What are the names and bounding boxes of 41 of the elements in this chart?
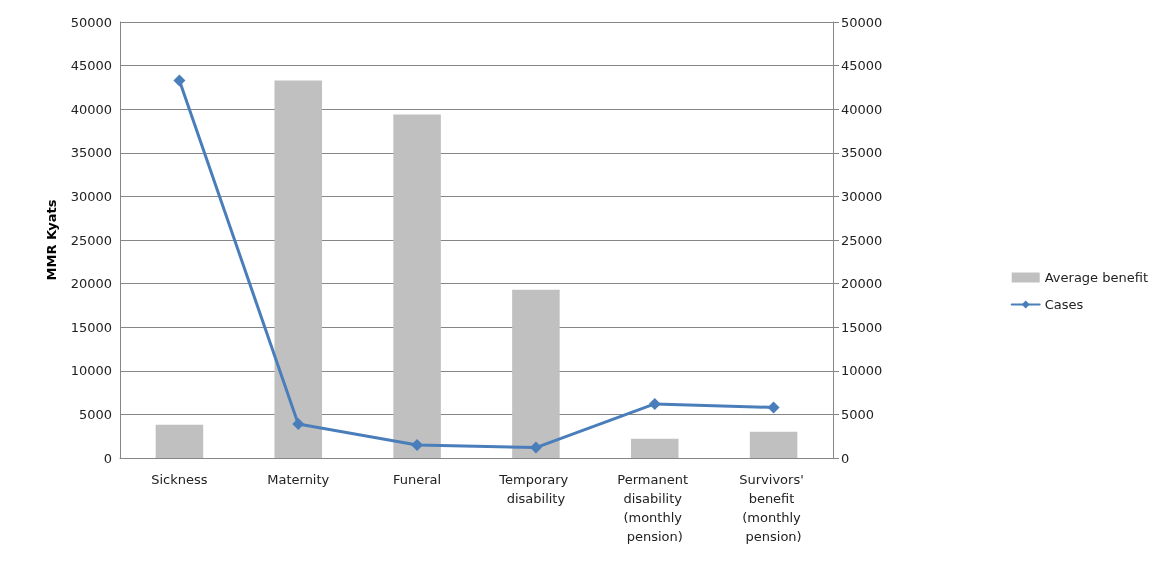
y2-tick-label: 25000 xyxy=(841,232,883,248)
y-tick-label: 5000 xyxy=(78,406,112,422)
bar xyxy=(749,431,798,458)
x-tick-label: Funeral xyxy=(393,472,442,487)
bar xyxy=(393,114,441,458)
legend-label: Average benefit xyxy=(1044,270,1149,285)
y2-tick-label: 0 xyxy=(841,450,850,466)
y-tick-label: 35000 xyxy=(70,145,112,161)
y2-tick-label: 15000 xyxy=(841,319,883,335)
y2-tick-label: 5000 xyxy=(841,406,875,422)
y2-tick-label: 35000 xyxy=(841,145,883,161)
y-tick-label: 40000 xyxy=(70,101,112,117)
y-tick-label: 15000 xyxy=(70,319,112,335)
point xyxy=(292,417,305,430)
y2-tick-label: 30000 xyxy=(841,188,883,204)
x-tick-label: Survivors' benefit (monthly pension) xyxy=(739,472,808,544)
y-tick-label: 50000 xyxy=(70,14,112,30)
bar xyxy=(274,80,323,458)
y2-tick-label: 20000 xyxy=(841,276,883,292)
bar xyxy=(512,289,560,458)
bar xyxy=(155,424,204,458)
y2-tick-label: 50000 xyxy=(841,14,883,30)
y-tick-label: 20000 xyxy=(70,276,112,292)
x-tick-label: Temporary disability xyxy=(498,472,573,506)
bar xyxy=(630,438,679,458)
y-tick-label: 45000 xyxy=(70,58,112,74)
legend-label: Cases xyxy=(1044,297,1084,312)
y-tick-label: 30000 xyxy=(70,188,112,204)
y2-tick-label: 40000 xyxy=(841,101,883,117)
y2-tick-label: 45000 xyxy=(841,58,883,74)
y2-tick-label: 10000 xyxy=(841,363,883,379)
y-tick-label: 25000 xyxy=(70,232,112,248)
x-tick-label: Sickness xyxy=(151,472,208,487)
y-tick-label: 0 xyxy=(103,450,112,466)
point xyxy=(648,397,661,410)
point xyxy=(767,401,780,414)
y-tick-label: 10000 xyxy=(70,363,112,379)
point xyxy=(173,74,186,87)
y-axis-title: MMR Kyats xyxy=(44,199,59,281)
x-tick-label: Maternity xyxy=(267,472,330,487)
x-tick-label: Permanent disability (monthly pension) xyxy=(617,472,693,544)
